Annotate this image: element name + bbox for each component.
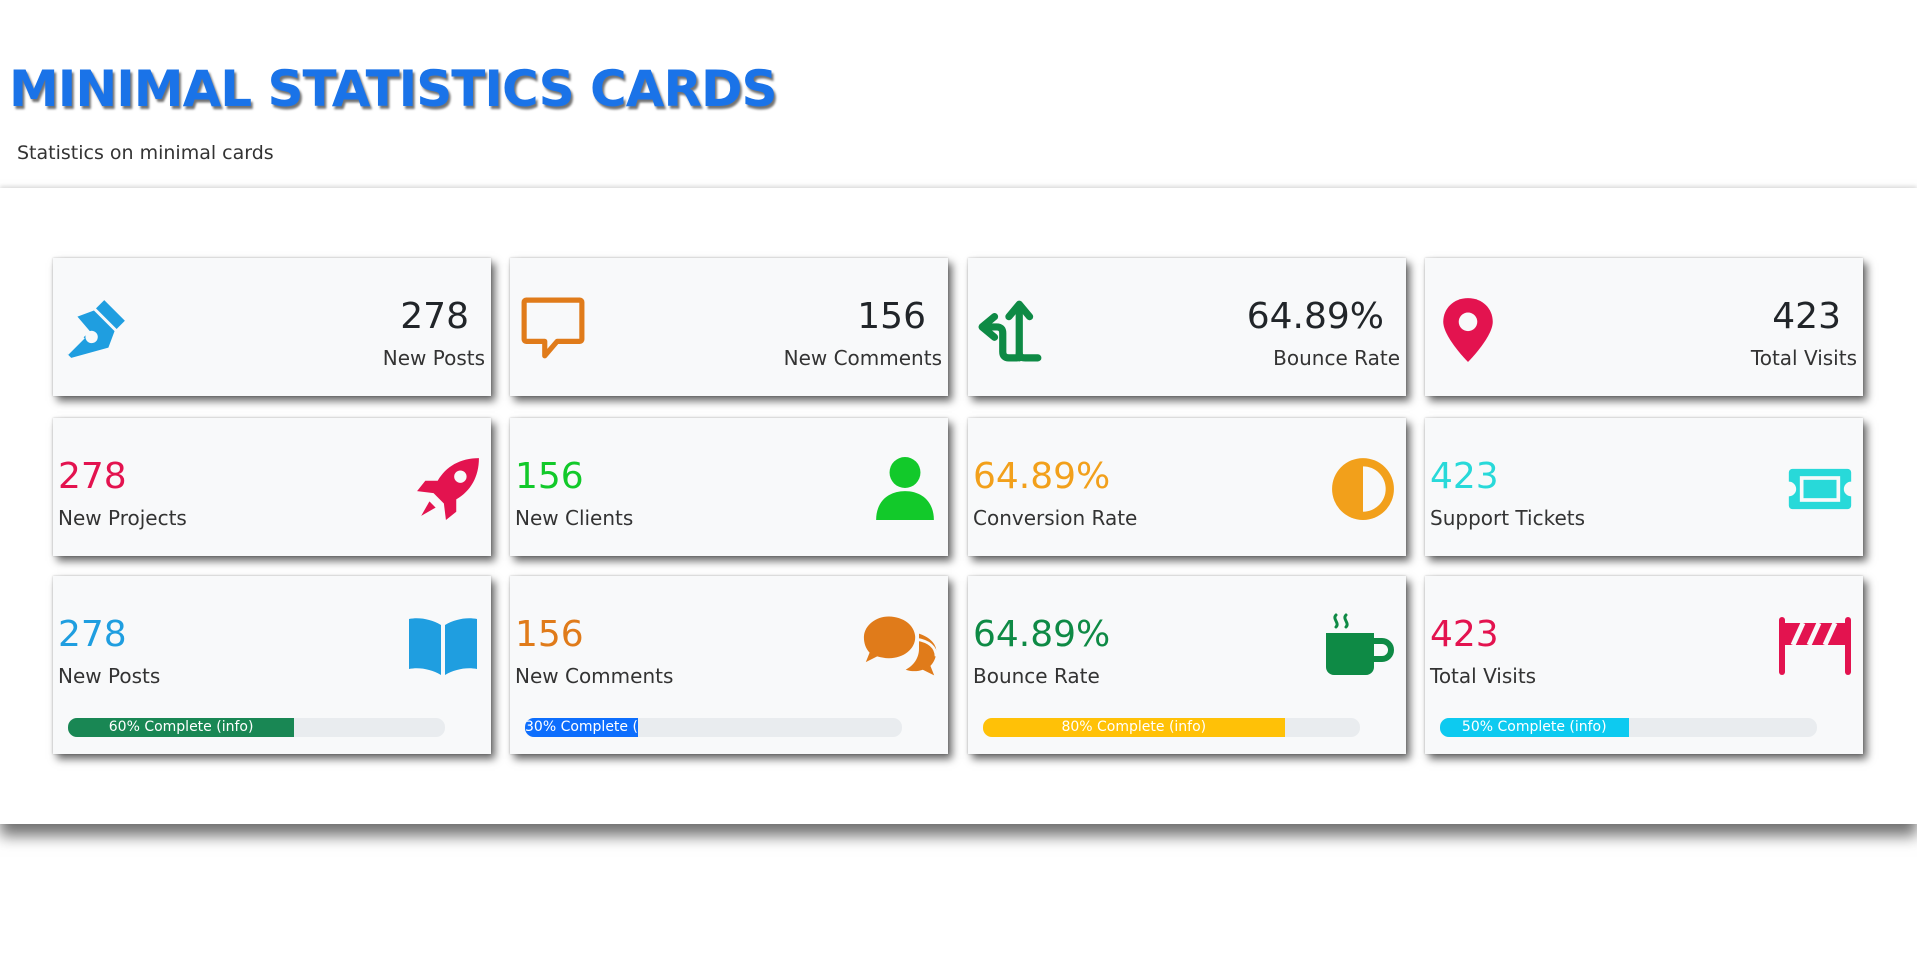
stat-card-bounce-rate-progress: 64.89% Bounce Rate 80% Complete (info) (968, 576, 1406, 754)
stat-label: New Posts (382, 346, 485, 370)
stat-card-conversion-rate: 64.89% Conversion Rate (968, 418, 1406, 556)
stat-card-new-posts: 278 New Posts (53, 258, 491, 396)
coffee-mug-icon (1326, 613, 1394, 675)
stat-card-new-comments: 156 New Comments (510, 258, 948, 396)
ticket-icon (1788, 468, 1852, 510)
stat-card-new-comments-progress: 156 New Comments 30% Complete (info) (510, 576, 948, 754)
progress-bar: 30% Complete (info) (525, 718, 639, 737)
stat-label: Bounce Rate (973, 664, 1100, 688)
stat-label: Total Visits (1750, 346, 1857, 370)
stat-value: 278 (400, 296, 469, 337)
rocket-icon (417, 458, 479, 520)
stat-card-total-visits-progress: 423 Total Visits 50% Complete (info) (1425, 576, 1863, 754)
stat-card-support-tickets: 423 Support Tickets (1425, 418, 1863, 556)
stat-label: New Projects (58, 506, 187, 530)
map-pin-icon (1443, 298, 1493, 362)
stat-label: New Comments (783, 346, 942, 370)
stat-card-bounce-rate: 64.89% Bounce Rate (968, 258, 1406, 396)
stat-value: 64.89% (1246, 296, 1384, 337)
page-title: MINIMAL STATISTICS CARDS (9, 60, 777, 118)
user-icon (876, 457, 934, 520)
stat-value: 64.89% (973, 456, 1111, 497)
stat-value: 64.89% (973, 614, 1111, 655)
stat-card-new-posts-progress: 278 New Posts 60% Complete (info) (53, 576, 491, 754)
stat-value: 423 (1430, 456, 1499, 497)
stat-value: 156 (857, 296, 926, 337)
comments-icon (863, 616, 938, 676)
pen-nib-icon (66, 300, 125, 358)
progress-track: 80% Complete (info) (983, 718, 1360, 737)
stat-value: 278 (58, 614, 127, 655)
split-arrow-icon (978, 300, 1042, 362)
progress-track: 30% Complete (info) (525, 718, 902, 737)
stat-label: Total Visits (1430, 664, 1537, 688)
page-subtitle: Statistics on minimal cards (17, 142, 274, 164)
progress-track: 60% Complete (info) (68, 718, 445, 737)
half-circle-icon (1332, 458, 1394, 520)
stat-label: Support Tickets (1430, 506, 1586, 530)
stat-label: Bounce Rate (1273, 346, 1400, 370)
stat-value: 156 (515, 456, 584, 497)
stat-value: 423 (1772, 296, 1841, 337)
stat-card-total-visits: 423 Total Visits (1425, 258, 1863, 396)
comment-icon (521, 297, 585, 359)
stat-label: New Posts (58, 664, 161, 688)
cards-panel: 278 New Posts 156 New Comments 64.89% Bo… (0, 188, 1917, 824)
stat-value: 156 (515, 614, 584, 655)
book-icon (409, 618, 477, 675)
progress-bar: 60% Complete (info) (68, 718, 295, 737)
progress-bar: 80% Complete (info) (983, 718, 1285, 737)
progress-track: 50% Complete (info) (1440, 718, 1817, 737)
stat-card-new-clients: 156 New Clients (510, 418, 948, 556)
road-barrier-icon (1779, 617, 1851, 675)
stat-label: New Comments (515, 664, 674, 688)
progress-bar: 50% Complete (info) (1440, 718, 1629, 737)
stat-value: 278 (58, 456, 127, 497)
stat-label: Conversion Rate (973, 506, 1138, 530)
stat-value: 423 (1430, 614, 1499, 655)
stat-card-new-projects: 278 New Projects (53, 418, 491, 556)
stat-label: New Clients (515, 506, 634, 530)
